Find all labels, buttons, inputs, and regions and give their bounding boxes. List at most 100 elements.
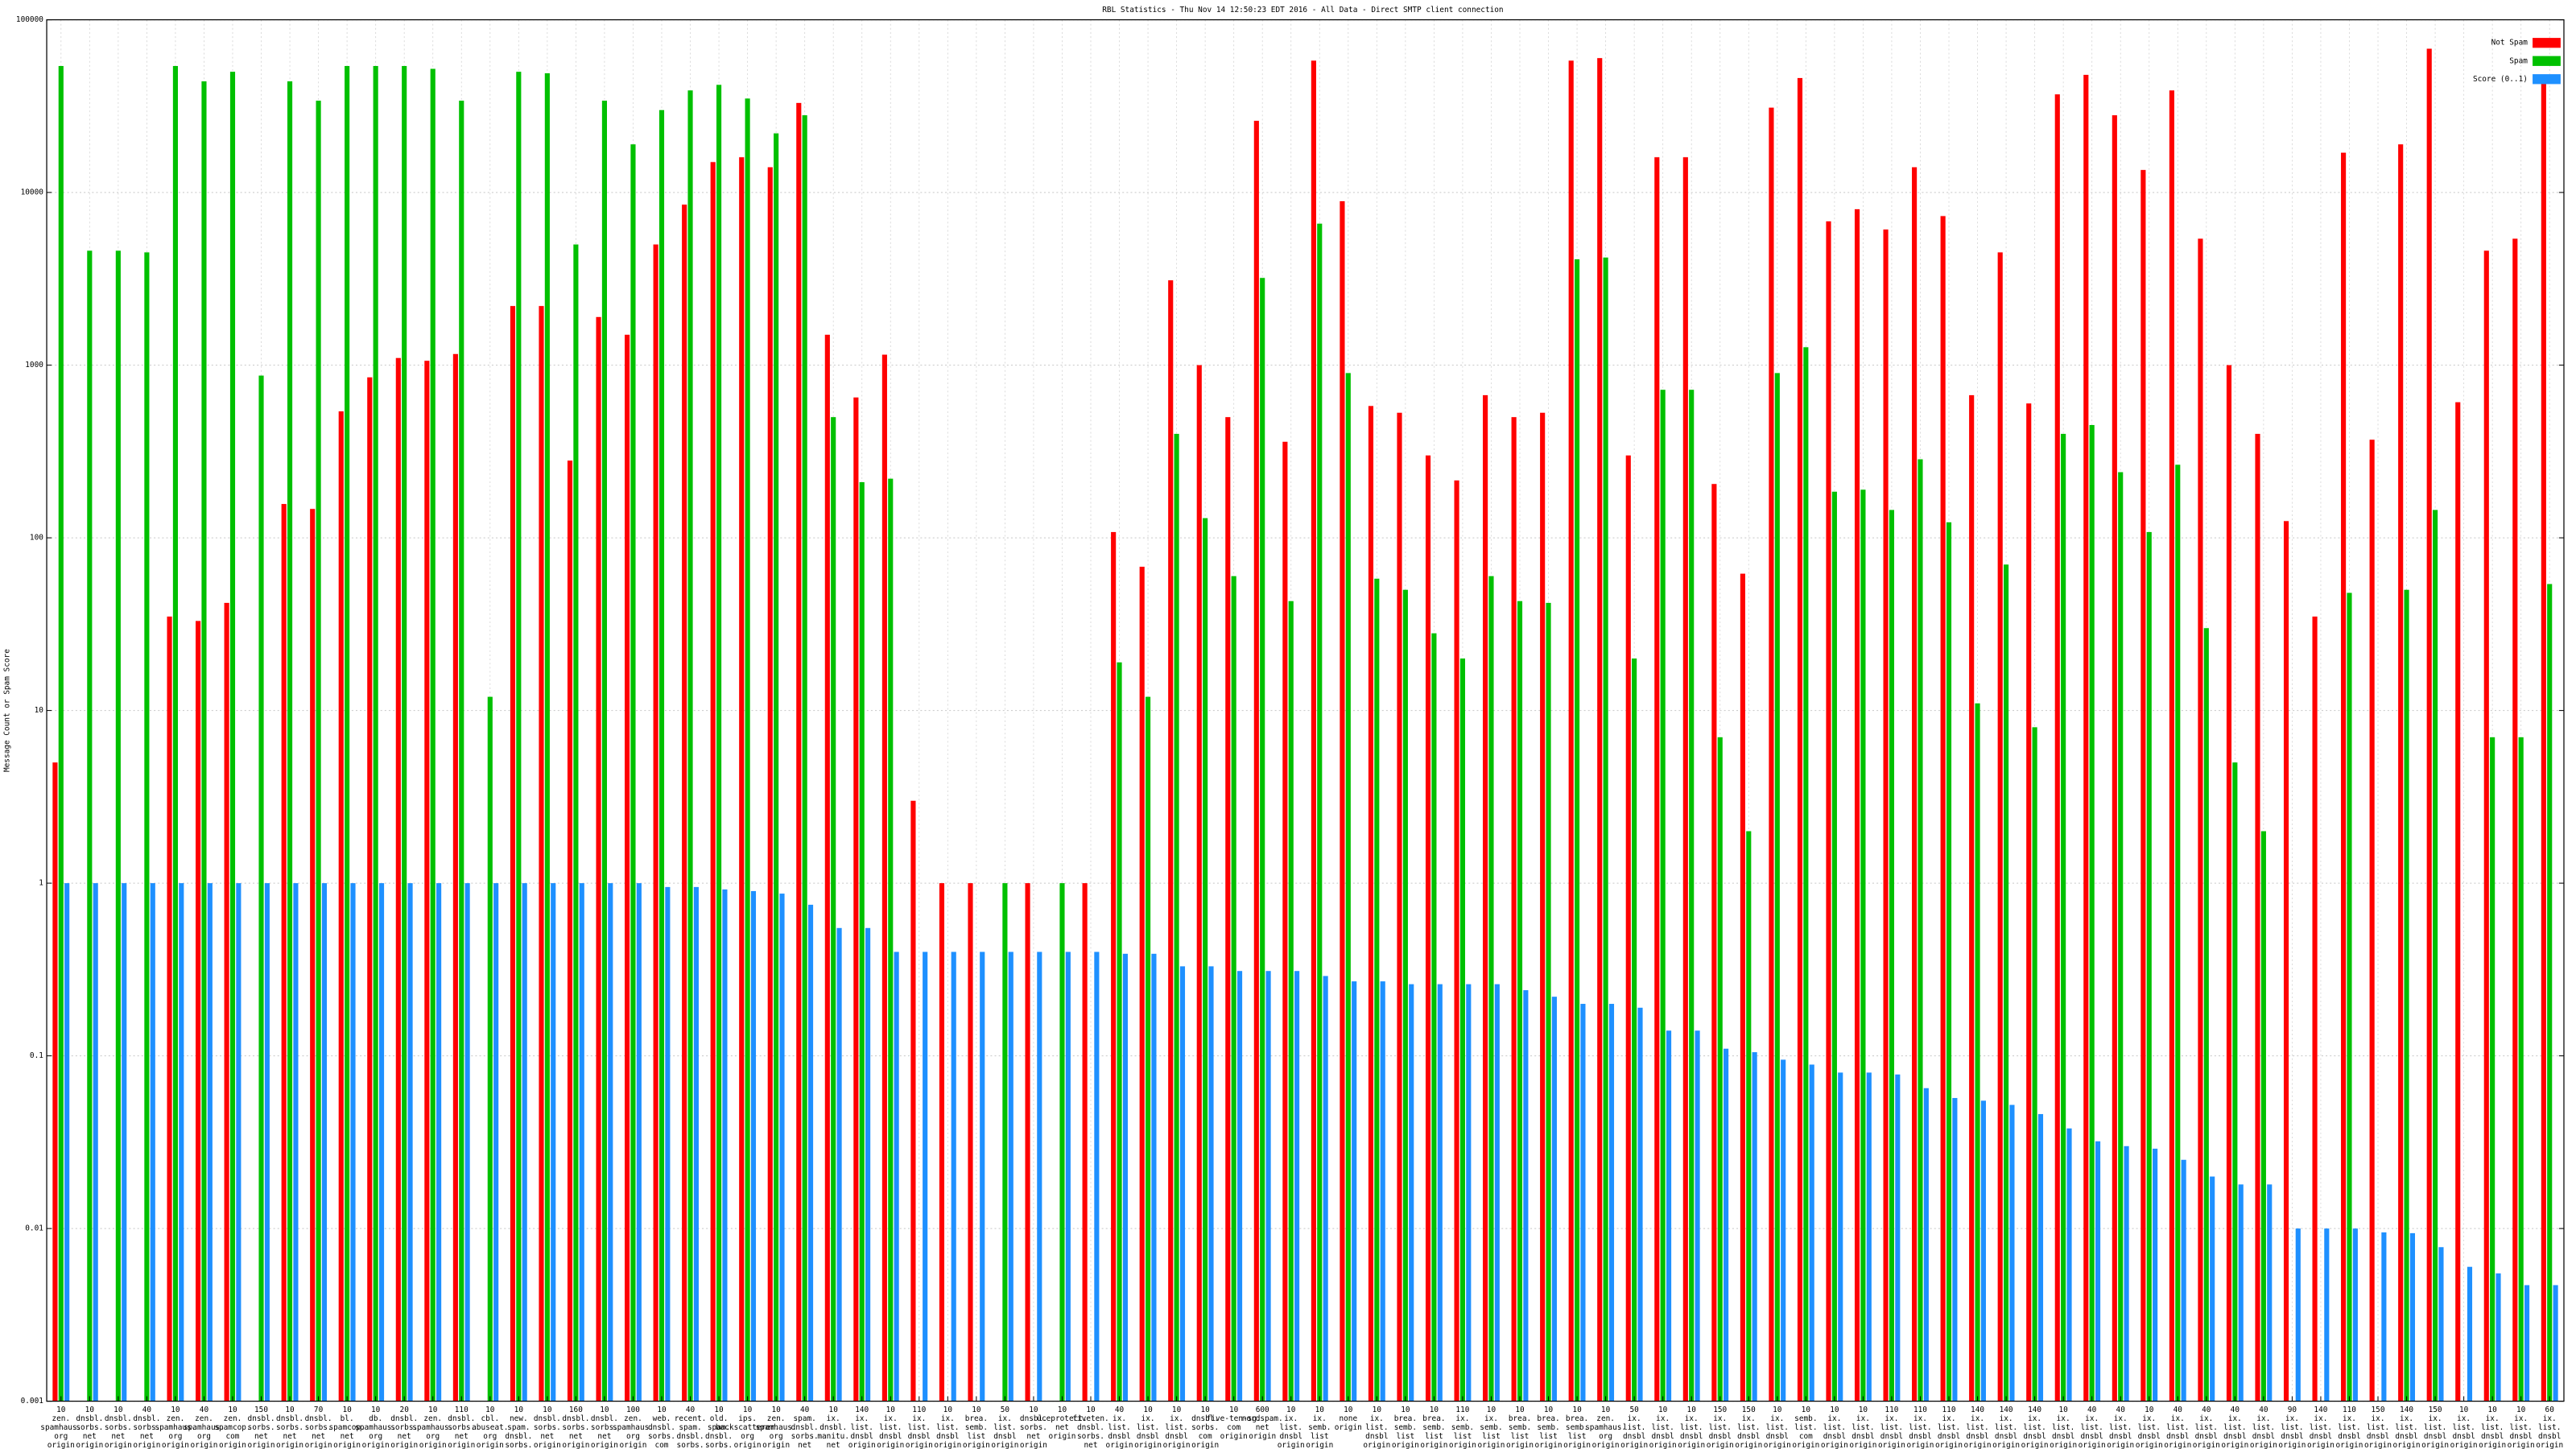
bar xyxy=(1311,60,1316,1402)
x-tick-label: 100 zen. spamhaus. org origin xyxy=(613,1405,654,1449)
legend-swatch xyxy=(2533,74,2561,85)
x-tick-label: 10 none origin xyxy=(1335,1405,1362,1431)
bar xyxy=(2541,83,2546,1402)
bar xyxy=(1265,971,1271,1402)
legend: Not Spam Spam Score (0..1) xyxy=(2473,38,2561,85)
bar xyxy=(2496,1273,2501,1402)
x-tick-label: 10 semb. list. com origin xyxy=(1792,1405,1819,1449)
bar xyxy=(1912,167,1918,1402)
bar xyxy=(1511,417,1517,1402)
bar xyxy=(1111,531,1117,1402)
bar xyxy=(865,927,871,1402)
bar xyxy=(1838,1072,1843,1402)
bar xyxy=(1551,997,1557,1402)
bar xyxy=(1866,1072,1872,1402)
bar xyxy=(1717,737,1723,1402)
bar xyxy=(710,162,716,1402)
x-tick-label: 10 dnsbl. sorbs. net origin xyxy=(76,1405,103,1449)
x-tick-label: 10 zen. spamcop. com origin xyxy=(214,1405,250,1449)
bar xyxy=(636,883,642,1402)
x-tick-label: 140 ix. list. dnsbl origin xyxy=(2307,1405,2334,1449)
bar xyxy=(236,883,242,1402)
bar xyxy=(1454,480,1459,1402)
bar xyxy=(1025,883,1030,1402)
y-tick-label: 1000 xyxy=(25,361,43,369)
x-tick-label: 140 ix. list. dnsbl origin xyxy=(848,1405,876,1449)
bar xyxy=(739,157,745,1402)
bar xyxy=(2490,737,2496,1402)
y-tick-label: 0.1 xyxy=(30,1051,43,1060)
y-tick-label: 100 xyxy=(30,534,43,543)
bar xyxy=(1260,278,1265,1402)
bar xyxy=(115,250,121,1402)
x-tick-label: 10 dnsbl. sorbs. net origin xyxy=(105,1405,132,1449)
bar xyxy=(1803,347,1809,1402)
bar xyxy=(2083,74,2089,1402)
bar xyxy=(1225,417,1231,1402)
x-tick-label: 40 ix. list. dnsbl origin xyxy=(1106,1405,1133,1449)
bar xyxy=(1008,952,1013,1402)
bar xyxy=(2026,403,2032,1402)
bar xyxy=(58,65,64,1402)
bar xyxy=(2118,472,2124,1402)
bar xyxy=(658,109,665,1402)
bar xyxy=(881,354,887,1402)
bar xyxy=(2283,521,2289,1402)
bar xyxy=(779,894,785,1402)
bar xyxy=(1746,831,1752,1402)
x-tick-label: 10 ix. list. dnsbl origin xyxy=(2479,1405,2506,1449)
x-tick-label: 10 ix. list. dnsbl origin xyxy=(934,1405,961,1449)
bar xyxy=(316,101,321,1402)
x-tick-label: 40 ix. list. dnsbl origin xyxy=(2107,1405,2134,1449)
bar xyxy=(402,65,407,1402)
bar xyxy=(2347,592,2352,1402)
bar xyxy=(1809,1064,1814,1402)
bar xyxy=(1975,703,1980,1402)
bar xyxy=(2381,1232,2387,1402)
bar xyxy=(2032,727,2037,1402)
bar xyxy=(1345,373,1351,1402)
bar xyxy=(1580,1004,1586,1402)
bar xyxy=(436,883,442,1402)
bar xyxy=(1774,373,1780,1402)
bar xyxy=(894,952,899,1402)
bar xyxy=(1168,280,1174,1402)
x-tick-label: 110 ix. list. dnsbl origin xyxy=(1878,1405,1905,1449)
bar xyxy=(1682,157,1688,1402)
bar xyxy=(1546,602,1551,1402)
bar xyxy=(464,883,470,1402)
y-tick-label: 1 xyxy=(39,879,43,888)
bar xyxy=(807,904,814,1402)
bar xyxy=(2112,115,2117,1402)
bar xyxy=(1288,601,1294,1402)
bar xyxy=(625,334,630,1402)
x-tick-label: 10 ix. list. dnsbl origin xyxy=(2450,1405,2478,1449)
legend-label: Score (0..1) xyxy=(2473,75,2528,84)
x-tick-label: 10 ix. list. dnsbl origin xyxy=(1764,1405,1791,1449)
bar xyxy=(1151,953,1157,1402)
bar xyxy=(1203,518,1208,1402)
bar xyxy=(682,204,687,1402)
bar xyxy=(1769,107,1774,1402)
y-tick-label: 10 xyxy=(35,706,44,715)
x-tick-label: 150 ix. list. dnsbl origin xyxy=(1707,1405,1734,1449)
x-tick-label: 10 ix. list. dnsbl origin xyxy=(1163,1405,1191,1449)
bar xyxy=(2066,1128,2072,1402)
bar xyxy=(224,602,229,1402)
x-tick-label: 10 ix. list. dnsbl origin xyxy=(1678,1405,1705,1449)
bar xyxy=(1883,229,1889,1402)
x-tick-label: 10 dnsbl. sorbs. net origin xyxy=(591,1405,618,1449)
x-tick-label: 10 ix. semb. list origin xyxy=(1477,1405,1505,1449)
bar xyxy=(1231,576,1236,1402)
bar xyxy=(345,65,350,1402)
bar xyxy=(1409,984,1414,1402)
bar xyxy=(1494,984,1500,1402)
bar xyxy=(1695,1030,1700,1402)
bar xyxy=(1797,77,1803,1402)
bar xyxy=(1854,208,1860,1402)
bar xyxy=(2054,94,2060,1402)
bar xyxy=(2324,1228,2330,1402)
x-tick-label: 20 dnsbl. sorbs. net origin xyxy=(390,1405,418,1449)
